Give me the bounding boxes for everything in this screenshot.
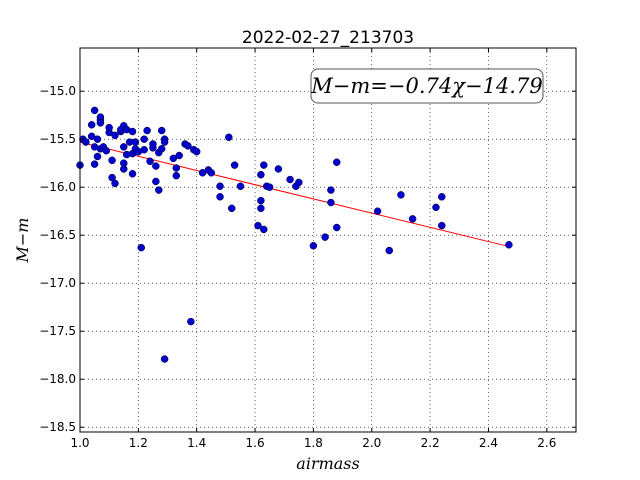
data-point xyxy=(157,126,166,135)
data-point xyxy=(172,164,181,172)
y-tick-label: −16.5 xyxy=(39,228,76,242)
x-tick-label: 1.4 xyxy=(187,436,206,450)
data-point xyxy=(385,246,394,255)
data-point xyxy=(227,204,236,213)
data-point xyxy=(137,243,146,252)
data-point xyxy=(175,151,183,160)
fit-annotation-box xyxy=(310,68,544,104)
data-point xyxy=(438,193,446,201)
data-point xyxy=(96,119,105,127)
data-point xyxy=(286,175,294,184)
data-point xyxy=(333,223,341,232)
data-point xyxy=(432,203,440,212)
data-point xyxy=(105,123,113,132)
fit-equation: M−m=−0.74χ−14.79 xyxy=(310,74,542,98)
data-point xyxy=(187,317,195,326)
data-point xyxy=(131,138,140,146)
data-point xyxy=(93,152,102,161)
data-point xyxy=(225,133,233,142)
x-axis-ticks: 1.0 1.2 1.4 1.6 1.8 2.0 2.2 2.4 2.6 xyxy=(70,48,556,450)
data-point xyxy=(111,131,119,140)
data-point xyxy=(87,121,96,129)
x-tick-label: 2.2 xyxy=(421,436,440,450)
data-point xyxy=(155,186,163,194)
data-point xyxy=(149,140,157,148)
data-point xyxy=(146,157,154,166)
data-point xyxy=(152,162,160,170)
data-point xyxy=(257,204,265,213)
y-tick-label: −15.5 xyxy=(39,132,76,146)
data-point xyxy=(295,178,303,187)
data-point xyxy=(108,156,116,165)
x-tick-label: 1.6 xyxy=(246,436,265,450)
data-point xyxy=(143,126,151,135)
x-tick-label: 1.8 xyxy=(304,436,323,450)
data-point xyxy=(257,170,265,179)
data-point xyxy=(160,355,169,363)
y-tick-label: −18.5 xyxy=(39,420,76,434)
data-point xyxy=(120,165,128,173)
y-tick-label: −17.5 xyxy=(39,324,76,338)
data-point xyxy=(327,198,335,207)
y-tick-label: −16.0 xyxy=(39,180,76,194)
data-point xyxy=(120,143,128,151)
data-point xyxy=(309,242,318,250)
data-point xyxy=(102,146,111,155)
y-axis-label: M−m xyxy=(13,218,32,264)
x-tick-label: 2.6 xyxy=(537,436,556,450)
data-point xyxy=(260,225,268,234)
data-point xyxy=(192,147,201,156)
y-tick-label: −18.0 xyxy=(39,372,76,386)
data-point xyxy=(172,171,181,180)
data-point xyxy=(207,169,216,177)
data-point xyxy=(333,158,341,166)
x-axis-label: airmass xyxy=(296,454,359,473)
data-point xyxy=(157,145,166,153)
data-point xyxy=(257,196,265,205)
data-point xyxy=(90,106,99,115)
data-point xyxy=(82,138,90,146)
data-point xyxy=(140,146,148,154)
y-tick-label: −17.0 xyxy=(39,276,76,290)
data-point xyxy=(254,221,262,230)
data-point xyxy=(397,191,405,199)
data-point xyxy=(216,182,224,190)
data-point xyxy=(260,161,268,169)
data-points xyxy=(76,106,513,363)
chart-title: 2022-02-27_213703 xyxy=(242,28,414,48)
y-axis-ticks: −15.0 −15.5 −16.0 −16.5 −17.0 −17.5 −18.0 −18.5 xyxy=(39,84,576,434)
data-point xyxy=(408,215,417,223)
data-point xyxy=(128,127,137,136)
x-tick-label: 1.0 xyxy=(70,436,89,450)
x-tick-label: 2.0 xyxy=(362,436,381,450)
data-point xyxy=(111,179,119,188)
data-point xyxy=(265,183,274,191)
data-point xyxy=(128,170,137,178)
plot-frame xyxy=(79,47,577,433)
data-point xyxy=(373,207,382,215)
data-point xyxy=(93,135,102,143)
data-point xyxy=(160,138,169,146)
data-point xyxy=(321,233,329,241)
data-point xyxy=(184,142,192,150)
data-point xyxy=(140,135,148,143)
x-tick-label: 1.2 xyxy=(129,436,148,450)
x-tick-label: 2.4 xyxy=(479,436,498,450)
y-tick-label: −15.0 xyxy=(39,84,76,98)
data-point xyxy=(216,193,224,201)
data-point xyxy=(438,221,446,230)
data-point xyxy=(327,186,335,194)
data-point xyxy=(90,160,99,168)
data-point xyxy=(274,165,283,173)
data-point xyxy=(230,161,239,169)
fit-annotation: M−m=−0.74χ−14.79 xyxy=(310,68,544,104)
data-point xyxy=(505,241,513,249)
grid-lines xyxy=(79,48,576,432)
data-point xyxy=(152,177,160,186)
data-point xyxy=(236,182,245,190)
